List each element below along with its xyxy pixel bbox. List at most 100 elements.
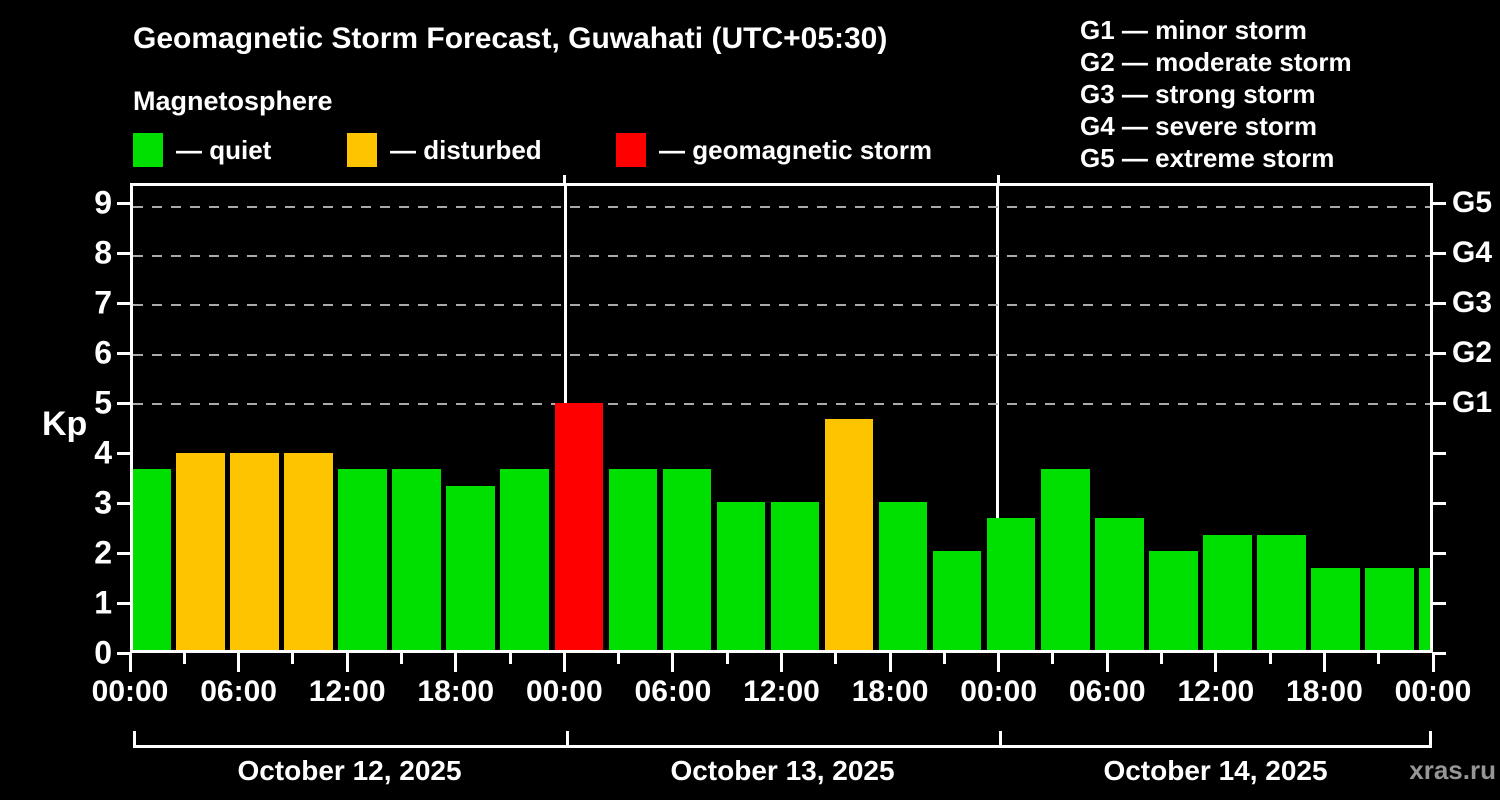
y-tick-label: 2	[94, 534, 112, 571]
x-minor-tick	[1051, 653, 1055, 664]
legend-swatch-disturbed	[347, 133, 377, 167]
gridline-kp5	[133, 403, 1430, 406]
x-minor-tick	[182, 653, 186, 664]
right-tick	[1433, 501, 1446, 505]
kp-bar	[1040, 468, 1090, 650]
kp-bar	[1311, 567, 1360, 650]
x-tick-label: 00:00	[525, 675, 603, 708]
kp-bar	[770, 501, 820, 650]
right-tick	[1433, 401, 1446, 405]
g-level-label: G2	[1452, 336, 1493, 369]
y-tick-label: 0	[94, 634, 112, 671]
x-major-tick	[562, 653, 566, 672]
kp-bar	[230, 452, 279, 650]
g-level-label: G3	[1452, 286, 1493, 319]
x-minor-tick	[1160, 653, 1164, 664]
g-scale-line-4: G4 — severe storm	[1080, 111, 1318, 141]
g-scale-line-5: G5 — extreme storm	[1080, 143, 1335, 173]
y-tick	[117, 601, 130, 605]
date-axis: October 12, 2025 October 13, 2025 October …	[133, 731, 1432, 795]
kp-bar	[338, 468, 387, 650]
kp-bar	[1365, 567, 1414, 650]
g-scale-line-1: G1 — minor storm	[1080, 15, 1307, 45]
kp-bar	[554, 403, 604, 650]
right-tick	[1433, 251, 1446, 255]
y-tick	[117, 301, 130, 305]
x-tick-label: 18:00	[851, 675, 929, 708]
chart-subtitle: Magnetosphere	[133, 86, 333, 116]
y-tick	[117, 651, 130, 655]
kp-bar	[1148, 551, 1198, 650]
y-tick-label: 7	[94, 284, 112, 321]
x-minor-tick	[399, 653, 403, 664]
watermark: xras.ru	[1409, 755, 1496, 785]
kp-bar	[1419, 567, 1430, 650]
legend-swatch-quiet	[133, 133, 163, 167]
legend-item-quiet: — quiet	[133, 133, 271, 167]
x-major-tick	[1322, 653, 1326, 672]
x-minor-tick	[617, 653, 621, 664]
x-tick-label: 12:00	[308, 675, 386, 708]
x-major-tick	[1105, 653, 1109, 672]
x-tick-label: 00:00	[960, 675, 1038, 708]
x-major-tick	[237, 653, 241, 672]
x-tick-label: 06:00	[200, 675, 277, 708]
x-minor-tick	[942, 653, 946, 664]
kp-bar	[824, 419, 874, 650]
right-tick	[1433, 201, 1446, 205]
y-tick-label: 9	[94, 184, 112, 221]
x-minor-tick	[834, 653, 838, 664]
x-major-tick	[1431, 653, 1435, 672]
y-tick-label: 8	[94, 234, 112, 271]
x-minor-tick	[508, 653, 512, 664]
g-level-label: G5	[1452, 186, 1493, 219]
y-tick-label: 4	[94, 434, 112, 471]
gridline-kp6	[133, 353, 1430, 356]
date-bracket-tick	[1429, 731, 1432, 748]
x-tick-label: 00:00	[91, 675, 169, 708]
x-major-tick	[454, 653, 458, 672]
legend-label-disturbed: — disturbed	[390, 134, 542, 165]
y-tick-label: 6	[94, 334, 112, 371]
kp-bar	[176, 452, 225, 650]
day-divider-line	[996, 186, 1000, 650]
date-bracket-tick	[133, 731, 136, 748]
kp-bar	[1257, 535, 1306, 650]
date-label: October 12, 2025	[237, 755, 462, 786]
legend-label-quiet: — quiet	[176, 134, 272, 165]
date-bracket-tick	[566, 731, 569, 748]
day-divider-cap	[997, 175, 1001, 183]
plot-area	[133, 186, 1430, 650]
gridline-kp7	[133, 304, 1430, 307]
date-label: October 13, 2025	[670, 755, 895, 786]
date-bracket-tick	[999, 731, 1002, 748]
x-tick-label: 06:00	[1068, 675, 1146, 708]
gridline-kp8	[133, 255, 1430, 258]
g-scale-line-3: G3 — strong storm	[1080, 79, 1316, 109]
right-tick	[1433, 651, 1446, 655]
date-label: October 14, 2025	[1103, 755, 1328, 786]
legend-swatch-storm	[616, 133, 646, 167]
y-tick	[117, 251, 130, 255]
kp-bar	[1203, 535, 1252, 650]
kp-bar	[500, 468, 550, 650]
x-major-tick	[1214, 653, 1218, 672]
x-minor-tick	[1268, 653, 1272, 664]
y-tick-label: 3	[94, 484, 112, 521]
x-tick-label: 12:00	[743, 675, 820, 708]
kp-bar	[932, 551, 982, 650]
right-tick	[1433, 551, 1446, 555]
y-tick-label: 5	[94, 384, 112, 421]
x-tick-label: 12:00	[1177, 675, 1255, 708]
y-tick	[117, 201, 130, 205]
gridline-kp9	[133, 205, 1430, 208]
kp-bar	[284, 452, 333, 650]
y-tick	[117, 551, 130, 555]
kp-bar	[133, 468, 171, 650]
g-level-label: G4	[1452, 236, 1493, 269]
kp-bar	[662, 468, 712, 650]
legend-item-disturbed: — disturbed	[347, 133, 542, 167]
kp-bar	[446, 485, 496, 650]
right-tick	[1433, 351, 1446, 355]
